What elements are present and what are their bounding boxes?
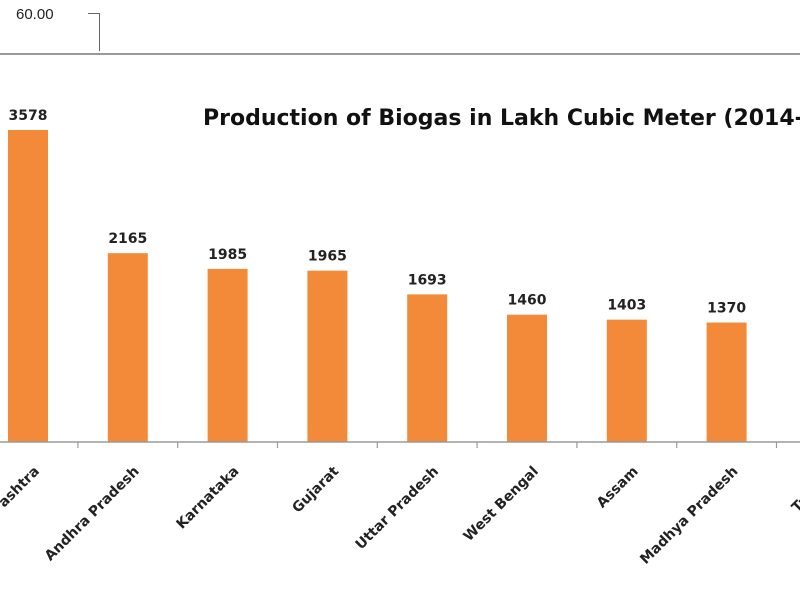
category-label: West Bengal [461,464,542,545]
category-label: Andhra Pradesh [42,464,143,565]
category-label: Uttar Pradesh [353,464,442,553]
bar [606,319,647,442]
category-labels: ashtra Andhra Pradesh Karnataka Gujarat Utta… [0,463,800,567]
data-label: 1403 [607,298,646,314]
bar [107,253,148,442]
category-label: Assam [594,464,642,512]
bar-chart: Production of Biogas in Lakh Cubic Meter… [0,106,800,568]
category-label: Gujarat [289,463,342,516]
axis-line-segment [99,13,100,51]
data-label: 2165 [108,231,147,247]
bar [407,294,448,442]
data-label: 1985 [208,247,247,263]
category-label: ashtra [0,464,43,511]
category-label: Karnataka [173,464,242,533]
data-label: 1460 [508,293,547,309]
axis-tick [88,13,100,14]
bar [507,314,547,442]
bars-layer: 3578 2165 1985 1965 1693 1460 1403 1370 [8,108,747,442]
data-label: 1693 [408,272,447,288]
bar [706,322,747,442]
category-label: Madhya Pradesh [637,464,741,568]
data-label: 1965 [308,249,347,265]
category-label: Tamil N [789,464,800,516]
panel-divider [0,53,800,55]
x-axis-ticks [77,442,778,448]
bar [8,130,48,442]
data-label: 1370 [707,301,746,317]
chart-title: Production of Biogas in Lakh Cubic Meter… [203,106,800,131]
top-strip: 60.00 [0,0,800,54]
data-label: 3578 [9,108,48,124]
axis-value-label: 60.00 [16,6,54,23]
bar [307,270,348,442]
bar [207,268,248,442]
